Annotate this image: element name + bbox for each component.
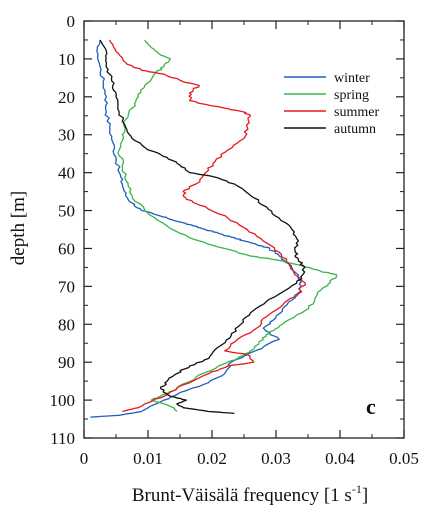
legend-label-spring: spring	[334, 88, 369, 103]
series-line-summer	[109, 39, 307, 413]
y-tick-label: 110	[50, 429, 75, 448]
x-axis-title: Brunt-Väisälä frequency [1 s-1]	[132, 482, 368, 506]
x-axis-title-superscript: -1	[352, 482, 362, 496]
y-axis-title: depth [m]	[8, 191, 29, 265]
x-axis-title-close: ]	[362, 485, 368, 506]
y-tick-label: 40	[58, 164, 75, 183]
y-tick-label: 50	[58, 202, 75, 221]
legend-label-winter: winter	[334, 71, 370, 86]
panel-label: c	[366, 394, 376, 419]
y-tick-label: 30	[58, 126, 75, 145]
y-tick-label: 10	[58, 50, 75, 69]
series-layer	[90, 39, 338, 418]
y-tick-label: 70	[58, 277, 75, 296]
y-tick-label: 90	[58, 353, 75, 372]
y-tick-label: 0	[67, 12, 76, 31]
x-tick-label: 0.04	[325, 449, 355, 468]
y-tick-label: 100	[50, 391, 76, 410]
axis-layer: 0 10 20 30 40 50 60 70 80 90 100 110 0 0.01 0.02 0.03 0.…	[50, 12, 419, 468]
series-line-winter	[90, 39, 303, 418]
y-tick-label: 20	[58, 88, 75, 107]
x-tick-label: 0.03	[261, 449, 291, 468]
y-tick-label: 80	[58, 315, 75, 334]
series-line-spring	[117, 39, 338, 412]
series-line-autumn	[99, 39, 306, 415]
x-axis-title-main: Brunt-Väisälä frequency [1 s	[132, 485, 352, 506]
legend: winter spring summer autumn	[284, 71, 379, 137]
x-tick-label: 0	[80, 449, 89, 468]
x-tick-label: 0.01	[133, 449, 163, 468]
y-tick-label: 60	[58, 239, 75, 258]
legend-label-autumn: autumn	[334, 122, 376, 137]
x-tick-label: 0.05	[389, 449, 419, 468]
x-tick-label: 0.02	[197, 449, 227, 468]
legend-label-summer: summer	[334, 105, 379, 120]
